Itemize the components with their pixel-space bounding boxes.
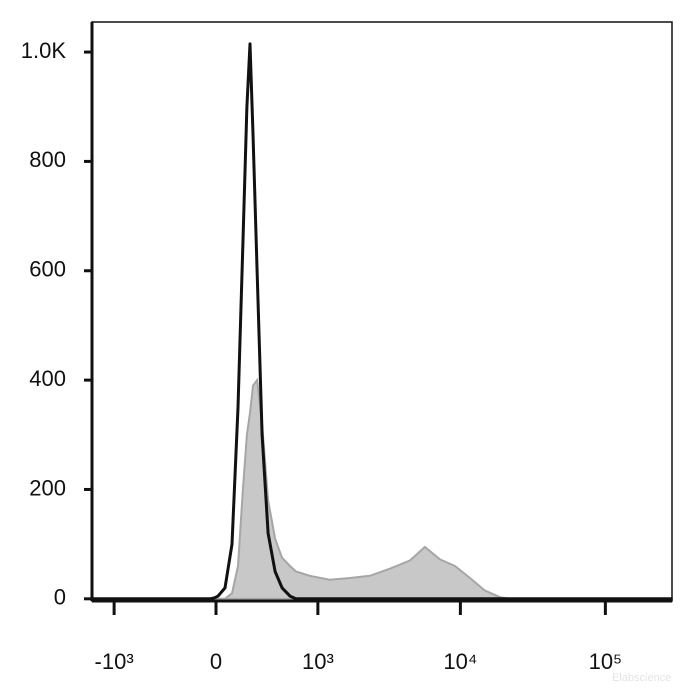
y-tick-label: 1.0K: [21, 38, 67, 63]
x-tick-label: 10³: [302, 649, 334, 674]
x-tick-label: 0: [210, 649, 222, 674]
y-tick-label: 0: [54, 585, 66, 610]
area: [91, 377, 673, 600]
y-tick-label: 800: [29, 147, 66, 172]
plot-frame: [91, 21, 673, 602]
watermark: Elabscience: [612, 672, 671, 684]
y-tick-label: 400: [29, 366, 66, 391]
x-tick-label: 10⁵: [589, 649, 623, 674]
x-tick-label: 10⁴: [443, 649, 477, 674]
y-tick-label: 600: [29, 257, 66, 282]
line: [92, 42, 672, 601]
x-tick-label: -10³: [95, 649, 134, 674]
y-tick-label: 200: [29, 475, 66, 500]
